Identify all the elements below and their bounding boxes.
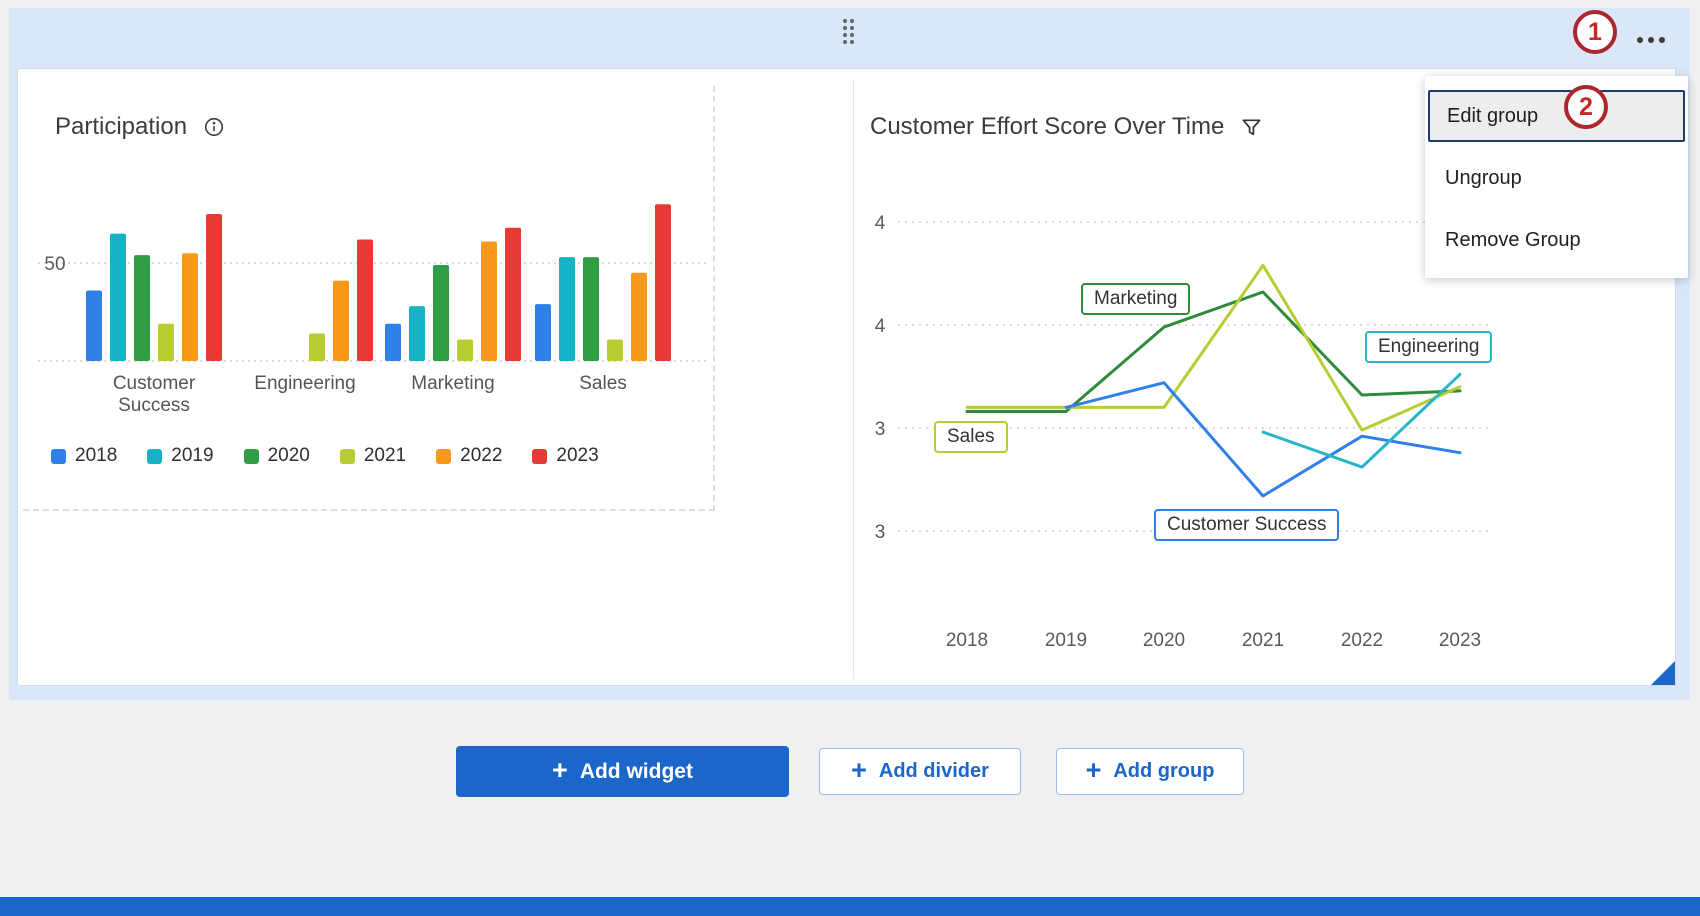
drag-handle-icon[interactable] [843,19,858,45]
bar-chart-legend: 2018 2019 2020 2021 2022 2023 [51,445,599,467]
legend-label: 2020 [267,445,310,466]
y-tick-label: 4 [875,213,886,234]
annotation-step-1-badge: 1 [1573,10,1617,54]
legend-swatch [51,448,66,464]
x-category-label: Sales [579,373,627,394]
bar-2023-customer-success [206,214,222,361]
x-tick-label: 2021 [1242,630,1284,651]
ellipsis-icon [1637,37,1643,43]
add-group-label: Add group [1113,760,1215,782]
x-tick-label: 2023 [1439,630,1481,651]
series-label-engineering: Engineering [1365,331,1493,363]
bar-2021-engineering [309,333,325,361]
y-tick-label: 50 [44,254,65,275]
bar-2018-customer-success [86,290,102,361]
chart-title: Customer Effort Score Over Time [870,113,1225,140]
menu-item-edit-group[interactable]: Edit group [1428,90,1685,142]
legend-swatch [532,448,548,464]
legend-swatch [339,448,355,464]
bar-2019-marketing [409,306,425,361]
legend-item-2021[interactable]: 2021 [339,445,407,467]
bar-2023-sales [655,204,671,361]
bar-2018-marketing [385,323,401,361]
bar-2023-engineering [357,239,373,361]
plus-icon: + [552,754,568,785]
bar-2019-sales [559,257,575,361]
x-tick-label: 2020 [1143,630,1185,651]
line-series-sales [965,263,1462,432]
info-icon[interactable] [203,116,225,138]
bar-2021-sales [607,339,623,361]
add-group-button[interactable]: + Add group [1056,748,1244,795]
x-category-label: Engineering [254,373,355,394]
plus-icon: + [851,754,867,785]
group-options-button[interactable] [1631,20,1671,60]
page-title: Participation [55,113,188,140]
plus-icon: + [1085,754,1102,785]
group-context-menu: Edit group Ungroup Remove Group [1425,76,1688,278]
bar-2023-marketing [505,227,521,361]
line-series-customer-success [1064,381,1462,498]
add-widget-button[interactable]: + Add widget [456,746,789,797]
participation-widget-title: Participation [55,113,225,141]
series-label-customer-success: Customer Success [1154,509,1340,541]
x-tick-label: 2019 [1045,630,1087,651]
resize-corner-icon[interactable] [1651,661,1675,685]
bar-2021-marketing [457,339,473,361]
widget-divider [853,79,854,679]
menu-item-remove-group[interactable]: Remove Group [1445,228,1581,251]
legend-label: 2023 [556,445,599,466]
add-widget-label: Add widget [579,759,693,783]
legend-swatch [147,448,163,464]
bar-2022-marketing [481,241,497,361]
bar-2022-sales [631,272,647,361]
legend-item-2018[interactable]: 2018 [51,445,117,467]
legend-item-2020[interactable]: 2020 [243,445,310,467]
widget-group-region: Participation Customer Effort Score Over… [9,8,1690,700]
legend-item-2022[interactable]: 2022 [436,445,502,467]
legend-label: 2021 [363,445,407,466]
legend-label: 2019 [171,445,214,466]
widget-boundary-guide-vertical [713,86,715,511]
x-tick-label: 2018 [946,630,988,651]
series-label-marketing: Marketing [1081,283,1191,315]
widget-boundary-guide-horizontal [23,509,715,511]
x-category-label: Success [118,395,190,416]
y-tick-label: 4 [875,316,886,337]
x-category-label: Marketing [411,373,494,394]
legend-label: 2022 [460,445,503,466]
line-series-marketing [965,290,1462,413]
series-label-sales: Sales [934,421,1008,453]
legend-label: 2018 [75,445,118,466]
bar-2022-customer-success [182,253,198,361]
bar-2020-sales [583,257,599,361]
x-category-label: Customer [113,373,196,394]
menu-item-ungroup[interactable]: Ungroup [1445,166,1522,189]
widget-panel: Participation Customer Effort Score Over… [17,68,1676,686]
legend-item-2019[interactable]: 2019 [147,445,214,467]
add-divider-label: Add divider [878,760,989,782]
y-tick-label: 3 [875,522,886,543]
line-series-engineering [1261,372,1462,469]
y-tick-label: 3 [875,419,886,440]
legend-item-2023[interactable]: 2023 [532,445,599,467]
bar-2020-customer-success [134,255,150,361]
bar-2019-customer-success [110,233,126,361]
ces-widget-title: Customer Effort Score Over Time [870,113,1263,141]
x-tick-label: 2022 [1341,630,1383,651]
add-divider-button[interactable]: + Add divider [819,748,1021,795]
legend-swatch [436,448,452,464]
filter-funnel-icon[interactable] [1240,116,1263,139]
legend-swatch [243,448,259,464]
bar-2021-customer-success [158,323,174,361]
bar-2018-sales [535,304,551,361]
annotation-step-2-badge: 2 [1564,85,1608,129]
bar-2020-marketing [433,264,449,361]
bottom-accent-bar [0,897,1700,916]
bar-2022-engineering [333,280,349,361]
